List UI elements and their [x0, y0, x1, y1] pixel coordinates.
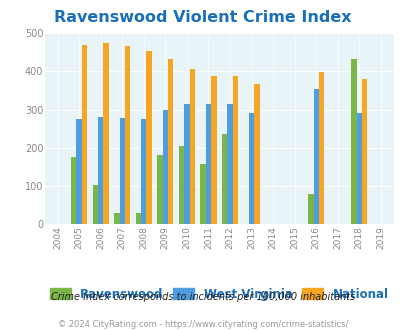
- Text: © 2024 CityRating.com - https://www.cityrating.com/crime-statistics/: © 2024 CityRating.com - https://www.city…: [58, 320, 347, 329]
- Bar: [178, 146, 184, 224]
- Bar: [184, 104, 189, 224]
- Bar: [103, 43, 109, 224]
- Bar: [76, 119, 82, 224]
- Bar: [141, 119, 146, 224]
- Bar: [232, 76, 237, 224]
- Bar: [157, 155, 162, 224]
- Bar: [119, 118, 125, 224]
- Bar: [205, 104, 211, 224]
- Bar: [92, 185, 98, 224]
- Bar: [227, 104, 232, 224]
- Text: Crime Index corresponds to incidents per 100,000 inhabitants: Crime Index corresponds to incidents per…: [51, 292, 354, 302]
- Bar: [248, 113, 254, 224]
- Bar: [146, 50, 151, 224]
- Bar: [189, 69, 194, 224]
- Bar: [98, 117, 103, 224]
- Bar: [254, 84, 259, 224]
- Bar: [114, 213, 119, 224]
- Bar: [168, 59, 173, 224]
- Bar: [313, 88, 318, 224]
- Bar: [307, 194, 313, 224]
- Text: Ravenswood Violent Crime Index: Ravenswood Violent Crime Index: [54, 10, 351, 25]
- Bar: [82, 45, 87, 224]
- Bar: [125, 46, 130, 224]
- Bar: [162, 110, 168, 224]
- Bar: [222, 134, 227, 224]
- Legend: Ravenswood, West Virginia, National: Ravenswood, West Virginia, National: [49, 288, 388, 301]
- Bar: [361, 79, 367, 224]
- Bar: [318, 72, 324, 224]
- Bar: [135, 213, 141, 224]
- Bar: [356, 114, 361, 224]
- Bar: [350, 59, 356, 224]
- Bar: [211, 76, 216, 224]
- Bar: [200, 164, 205, 224]
- Bar: [71, 157, 76, 224]
